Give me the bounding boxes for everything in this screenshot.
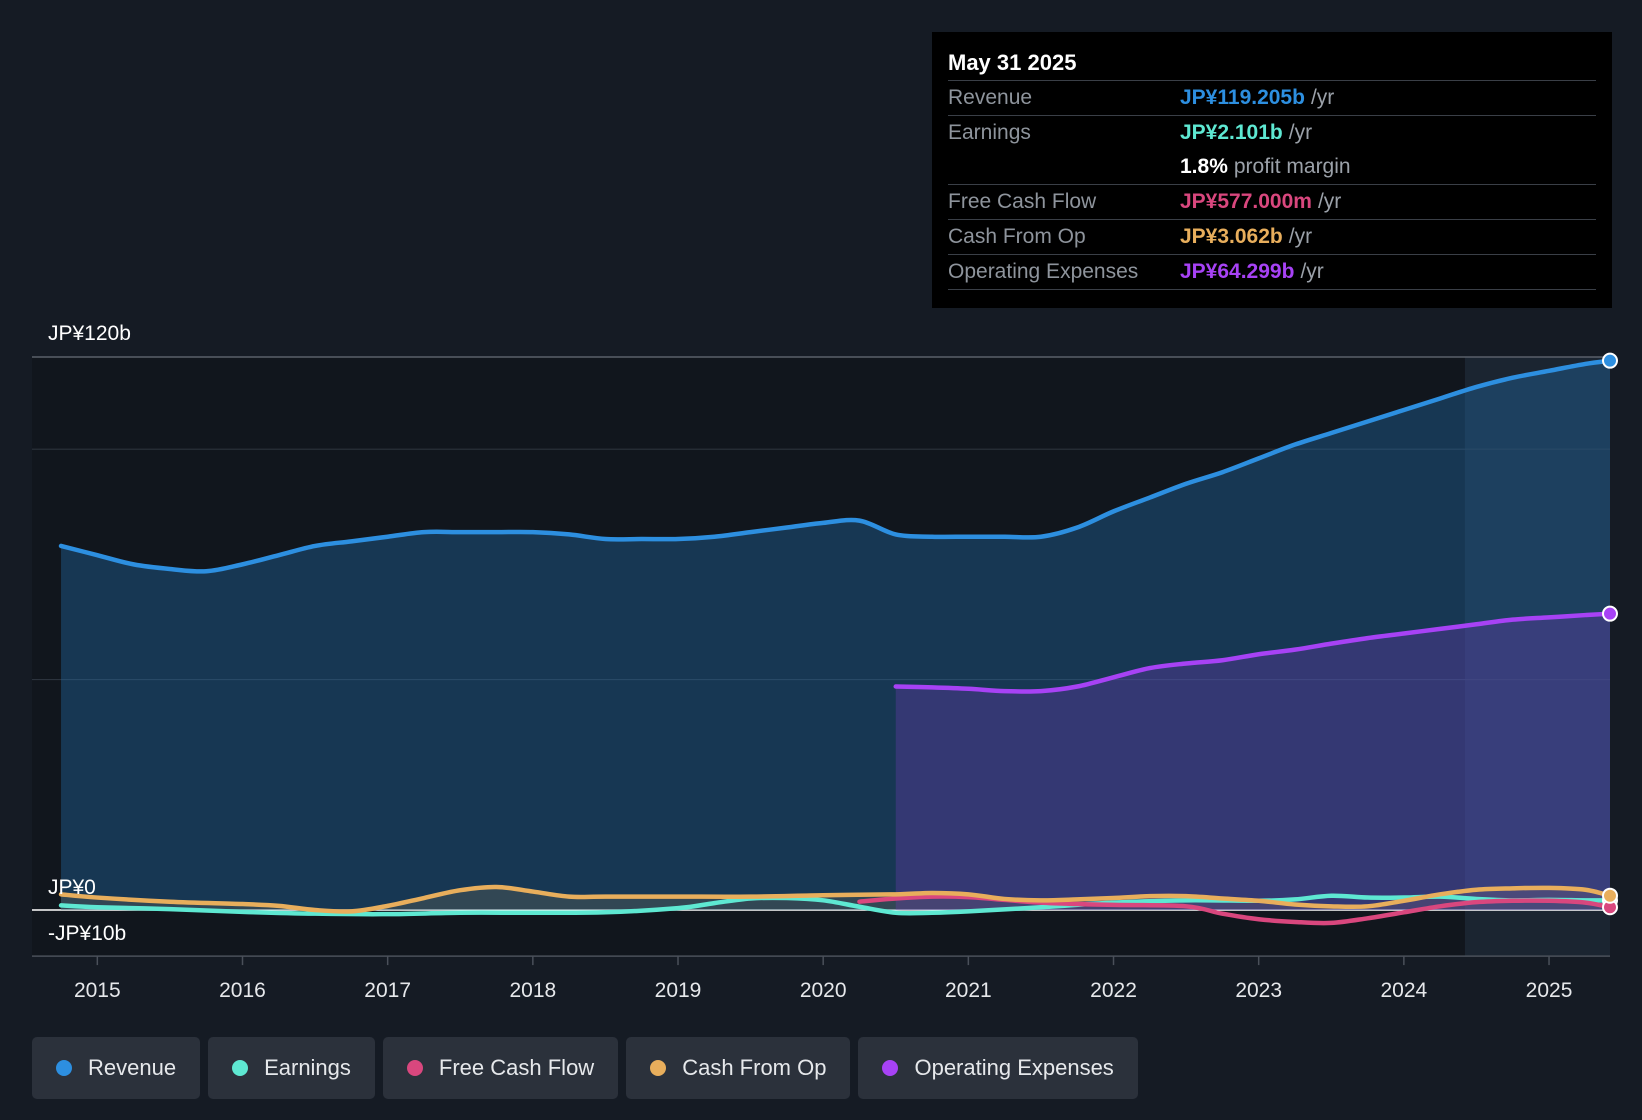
x-tick-label: 2022 <box>1090 979 1137 1002</box>
x-tick-label: 2019 <box>655 979 702 1002</box>
history-region <box>32 357 1465 957</box>
tooltip-row-value: JP¥2.101b <box>1180 121 1283 144</box>
tooltip-row-value: JP¥64.299b <box>1180 260 1295 283</box>
tooltip-row-label: Revenue <box>948 86 1033 109</box>
x-tick-label: 2024 <box>1380 979 1427 1002</box>
series-endpoint-revenue <box>1602 352 1618 369</box>
x-axis-ticks: 2015 2016 2017 2018 2019 2020 2021 2022 2023 2024… <box>74 956 1572 1002</box>
tooltip-row: Earnings JP¥2.101b/yr <box>948 115 1596 150</box>
tooltip-row-unit: profit margin <box>1233 155 1351 178</box>
tooltip-row-value: 1.8% <box>1180 155 1228 178</box>
x-tick-label: 2015 <box>74 979 121 1002</box>
legend-item-cash-from-op[interactable]: Cash From Op <box>626 1037 851 1099</box>
tooltip-row-value: JP¥3.062b <box>1180 225 1283 248</box>
legend-dot-icon <box>232 1060 249 1076</box>
x-tick-label: 2021 <box>945 979 992 1002</box>
tooltip-row-unit: /yr <box>1288 121 1313 144</box>
series-endpoints <box>1602 352 1618 916</box>
y-axis-bottom-label: -JP¥10b <box>48 922 126 945</box>
series-line-revenue <box>58 358 1613 574</box>
legend-item-free-cash-flow[interactable]: Free Cash Flow <box>382 1037 619 1099</box>
x-tick-label: 2016 <box>219 979 266 1002</box>
legend-label: Free Cash Flow <box>438 1055 595 1080</box>
x-tick-label: 2020 <box>800 979 847 1002</box>
forecast-region-group <box>32 357 1610 957</box>
x-tick-label: 2025 <box>1526 979 1573 1002</box>
legend-item-revenue[interactable]: Revenue <box>32 1037 201 1099</box>
tooltip-row-label: Cash From Op <box>948 225 1086 248</box>
legend-item-operating-expenses[interactable]: Operating Expenses <box>858 1037 1138 1099</box>
tooltip-row-value: JP¥119.205b <box>1180 86 1305 109</box>
tooltip-row-label: Operating Expenses <box>948 260 1139 283</box>
x-tick-label: 2018 <box>509 979 556 1002</box>
tooltip-row: Revenue JP¥119.205b/yr <box>948 80 1596 115</box>
legend-item-earnings[interactable]: Earnings <box>208 1037 375 1099</box>
tooltip-panel: May 31 2025 Revenue JP¥119.205b/yr Earning… <box>932 32 1612 308</box>
tooltip-row-label: Earnings <box>948 121 1031 144</box>
legend-dot-icon <box>406 1060 423 1076</box>
legend-dot-icon <box>56 1060 72 1076</box>
grid-lines <box>32 356 1610 957</box>
y-axis-zero-label: JP¥0 <box>48 876 96 899</box>
tooltip-row: Operating Expenses JP¥64.299b/yr <box>948 254 1596 290</box>
series-endpoint-operating-expenses <box>1602 605 1618 622</box>
legend-label: Operating Expenses <box>914 1055 1114 1080</box>
tooltip-row-label <box>948 150 1180 184</box>
x-tick-label: 2023 <box>1235 979 1282 1002</box>
tooltip-row-value: JP¥577.000m <box>1180 190 1312 213</box>
series-line-cash-from-op <box>58 884 1613 914</box>
tooltip-row-unit: /yr <box>1288 225 1313 248</box>
series-lines <box>58 358 1613 926</box>
series-area-revenue <box>61 360 1610 911</box>
tooltip-row-unit: /yr <box>1317 190 1342 213</box>
series-line-operating-expenses <box>893 611 1613 694</box>
tooltip-row: Free Cash Flow JP¥577.000m/yr <box>948 184 1596 219</box>
series-endpoint-cash-from-op <box>1602 887 1618 904</box>
forecast-region <box>1464 357 1610 957</box>
legend: Revenue Earnings Free Cash Flow Cash From O… <box>32 1037 1138 1099</box>
legend-label: Earnings <box>264 1055 351 1080</box>
tooltip-date: May 31 2025 <box>948 50 1077 75</box>
tooltip-row-unit: /yr <box>1300 260 1324 283</box>
legend-dot-icon <box>650 1060 667 1076</box>
legend-label: Revenue <box>88 1055 177 1080</box>
tooltip-row-label: Free Cash Flow <box>948 190 1097 213</box>
legend-dot-icon <box>882 1060 899 1076</box>
tooltip-row-unit: /yr <box>1310 86 1335 109</box>
x-tick-label: 2017 <box>364 979 411 1002</box>
legend-label: Cash From Op <box>682 1055 827 1080</box>
tooltip-row: Cash From Op JP¥3.062b/yr <box>948 219 1596 254</box>
tooltip-row: 1.8% profit margin <box>948 150 1596 184</box>
y-axis-top-label: JP¥120b <box>48 322 131 345</box>
